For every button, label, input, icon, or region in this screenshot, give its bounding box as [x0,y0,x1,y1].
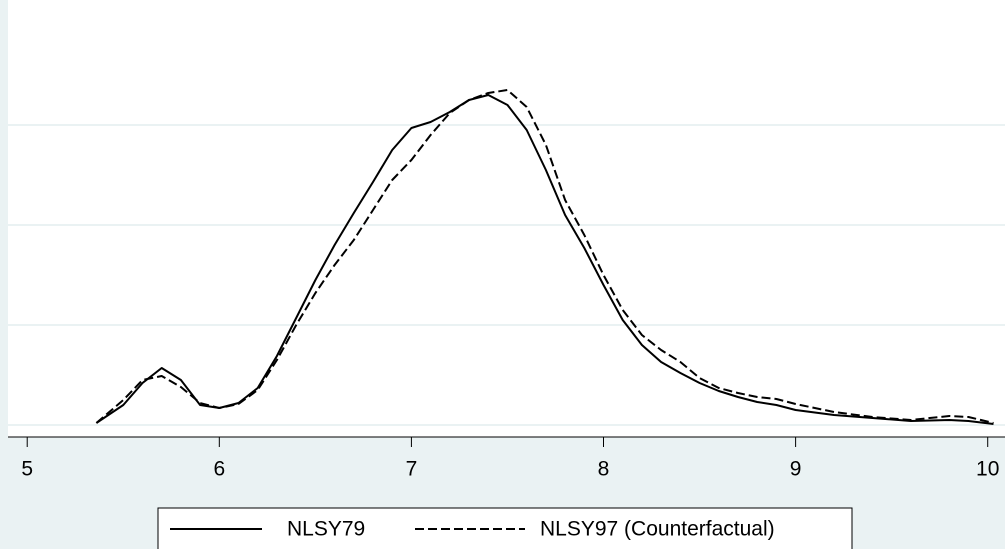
x-tick-label: 5 [21,458,33,481]
x-tick-label: 6 [213,458,225,481]
x-tick-label: 9 [790,458,802,481]
legend-box [157,507,853,549]
x-tick-label: 7 [406,458,418,481]
legend-label: NLSY97 (Counterfactual) [540,518,775,541]
plot-area [8,0,1005,437]
legend-label: NLSY79 [287,518,365,541]
x-tick-label: 8 [598,458,610,481]
x-tick-label: 10 [976,458,999,481]
line-series [95,89,994,424]
